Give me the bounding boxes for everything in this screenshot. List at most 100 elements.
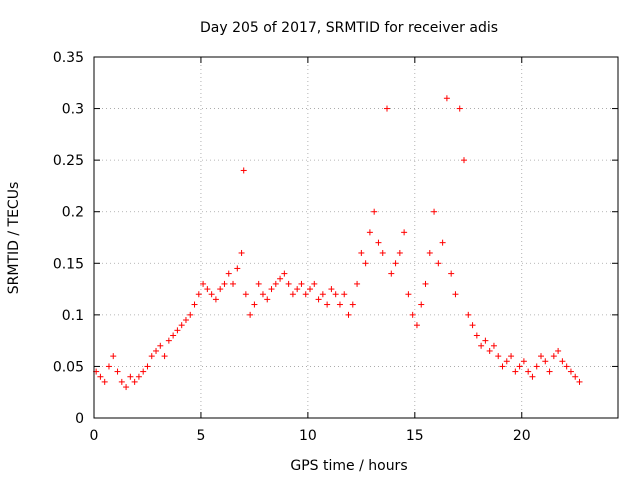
data-point [563,363,570,370]
data-point [195,291,202,298]
data-point [157,342,164,349]
data-point [311,280,318,287]
data-point [123,384,130,391]
data-point [392,260,399,267]
data-point [426,249,433,256]
data-point [405,291,412,298]
x-tick-label: 5 [196,428,205,444]
data-point [388,270,395,277]
data-point [165,337,172,344]
y-tick-label: 0.2 [62,205,84,221]
y-tick-label: 0.15 [53,256,84,272]
data-point [341,291,348,298]
data-point [277,275,284,282]
data-point [371,208,378,215]
data-point [401,229,408,236]
data-point [486,347,493,354]
data-point [533,363,540,370]
data-point [289,291,296,298]
x-tick-label: 0 [90,428,99,444]
data-point [251,301,258,308]
data-point [495,353,502,360]
data-point [281,270,288,277]
data-point [161,353,168,360]
data-point [187,311,194,318]
data-point [490,342,497,349]
x-tick-label: 15 [406,428,424,444]
y-axis-title: SRMTID / TECUs [6,182,22,295]
data-point [375,239,382,246]
data-point [452,291,459,298]
data-point [298,280,305,287]
data-point [550,353,557,360]
data-point [448,270,455,277]
data-point [148,353,155,360]
data-point [242,291,249,298]
data-point [268,286,275,293]
data-point [461,157,468,164]
data-point [546,368,553,375]
y-tick-label: 0 [75,411,84,427]
data-point [97,373,104,380]
y-tick-label: 0.1 [62,308,84,324]
data-point [131,378,138,385]
grid [94,57,618,418]
data-point [567,368,574,375]
data-point [255,280,262,287]
data-point [431,208,438,215]
y-tick-label: 0.05 [53,359,84,375]
data-point [503,358,510,365]
data-point [101,378,108,385]
data-point [230,280,237,287]
data-point [234,265,241,272]
data-point [349,301,356,308]
axis-ticks [93,56,618,419]
data-point [508,353,515,360]
data-point [418,301,425,308]
data-point [182,317,189,324]
data-point [285,280,292,287]
data-point [538,353,545,360]
data-point [555,347,562,354]
data-point [525,368,532,375]
plot-frame [93,56,619,419]
data-point [559,358,566,365]
data-point [456,105,463,112]
x-tick-label: 20 [513,428,531,444]
data-point [114,368,121,375]
data-point [324,301,331,308]
data-point [200,280,207,287]
data-point [572,373,579,380]
y-tick-labels: 0 0.05 0.1 0.15 0.2 0.25 0.3 0.35 [53,50,84,427]
data-point [439,239,446,246]
data-point [105,363,112,370]
data-points [93,95,583,391]
data-point [247,311,254,318]
data-point [443,95,450,102]
data-point [465,311,472,318]
data-point [358,249,365,256]
data-point [482,337,489,344]
data-point [127,373,134,380]
data-point [204,286,211,293]
x-tick-labels: 0 5 10 15 20 [90,428,531,444]
data-point [178,322,185,329]
data-point [478,342,485,349]
data-point [366,229,373,236]
data-point [272,280,279,287]
data-point [473,332,480,339]
data-point [409,311,416,318]
data-point [212,296,219,303]
data-point [174,327,181,334]
data-point [264,296,271,303]
chart-title: Day 205 of 2017, SRMTID for receiver adi… [200,20,498,36]
data-point [307,286,314,293]
data-point [259,291,266,298]
data-point [140,368,147,375]
data-point [384,105,391,112]
data-point [336,301,343,308]
data-point [191,301,198,308]
data-point [499,363,506,370]
data-point [110,353,117,360]
data-point [516,363,523,370]
